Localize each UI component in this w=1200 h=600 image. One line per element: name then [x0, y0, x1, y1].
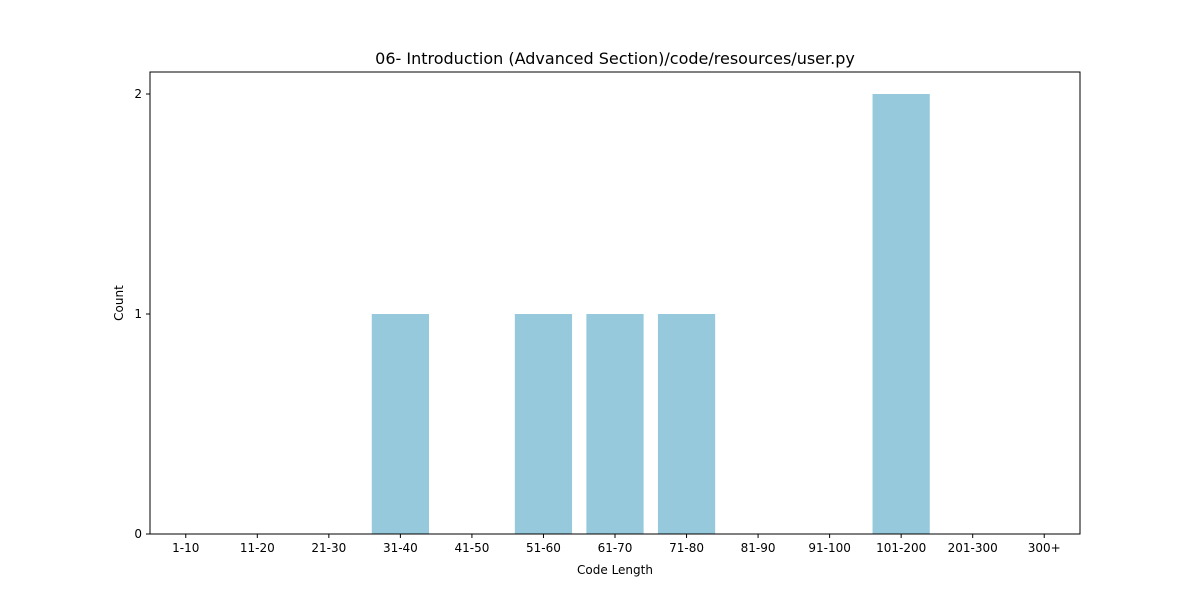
x-tick-label: 61-70	[598, 541, 633, 555]
x-tick-label: 91-100	[808, 541, 851, 555]
bar-61-70	[586, 314, 644, 534]
x-tick-label: 101-200	[876, 541, 926, 555]
x-tick-label: 21-30	[311, 541, 346, 555]
chart-title: 06- Introduction (Advanced Section)/code…	[375, 49, 855, 68]
x-tick-label: 1-10	[172, 541, 199, 555]
x-tick-label: 201-300	[948, 541, 998, 555]
x-tick-label: 51-60	[526, 541, 561, 555]
bar-51-60	[514, 314, 573, 534]
x-tick-label: 81-90	[741, 541, 776, 555]
x-tick-label: 11-20	[240, 541, 275, 555]
bar-101-200	[872, 94, 930, 534]
y-tick-label: 0	[134, 527, 142, 541]
bar-71-80	[657, 314, 716, 534]
bar-31-40	[371, 314, 429, 534]
x-axis-label: Code Length	[577, 563, 653, 577]
bars-group	[371, 94, 930, 534]
y-tick-label: 2	[134, 87, 142, 101]
y-tick-label: 1	[134, 307, 142, 321]
x-axis: 1-10 11-20 21-30 31-40 41-50 51-60 61-70 71-80 8…	[172, 534, 1061, 555]
x-tick-label: 41-50	[454, 541, 489, 555]
y-axis: 0 1 2	[134, 87, 150, 541]
x-tick-label: 300+	[1028, 541, 1061, 555]
y-axis-label: Count	[112, 285, 126, 321]
x-tick-label: 31-40	[383, 541, 418, 555]
x-tick-label: 71-80	[669, 541, 704, 555]
